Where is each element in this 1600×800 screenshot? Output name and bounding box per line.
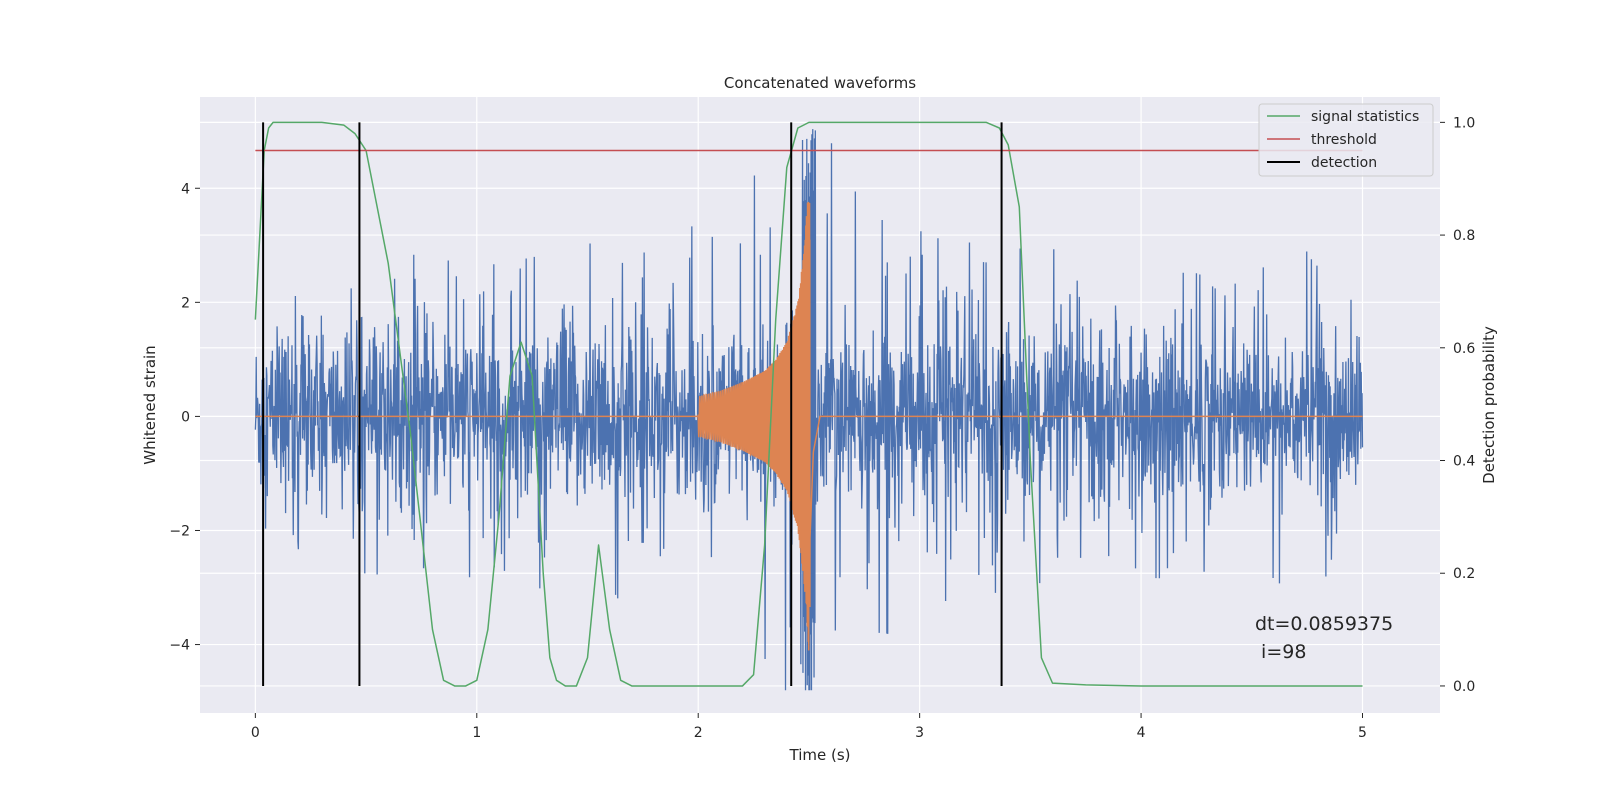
y-right-tick-label: 1.0 [1453,115,1475,131]
legend-label-threshold: threshold [1311,132,1377,148]
y-right-tick-label: 0.8 [1453,228,1475,244]
strain-series-line [254,129,1364,691]
legend-label-detection: detection [1311,155,1377,171]
y-tick-label: 0 [181,409,190,425]
y-tick-label: −2 [169,523,190,539]
legend-label-statistics: signal statistics [1311,109,1419,125]
y-tick-label: 4 [181,181,190,197]
x-axis-label: Time (s) [789,746,851,764]
x-tick-label: 1 [472,725,481,741]
x-tick-label: 5 [1358,725,1367,741]
y-right-tick-label: 0.4 [1453,454,1475,470]
x-tick-label: 0 [251,725,260,741]
annotation-dt: dt=0.0859375 [1255,613,1393,635]
template-series-line [255,201,1363,651]
legend: signal statistics threshold detection [1258,103,1434,177]
chart-title: Concatenated waveforms [724,74,916,92]
annotation-i: i=98 [1255,641,1306,663]
y-right-tick-label: 0.2 [1453,566,1475,582]
statistics-series-line [254,121,1363,687]
x-tick-label: 4 [1137,725,1146,741]
legend-box [1258,103,1434,177]
axes: 0 1 2 3 4 5 −4 −2 0 2 4 0.0 0.2 0.4 0.6 0.8 1.0 [169,115,1475,741]
y-right-tick-label: 0.6 [1453,341,1475,357]
y-axis-right-label: Detection probability [1480,326,1498,484]
y-tick-label: −4 [169,638,190,654]
x-tick-label: 2 [694,725,703,741]
y-axis-label: Whitened strain [141,345,159,464]
y-right-tick-label: 0.0 [1453,679,1475,695]
y-tick-label: 2 [181,295,190,311]
x-tick-label: 3 [915,725,924,741]
plot-area [254,121,1364,691]
